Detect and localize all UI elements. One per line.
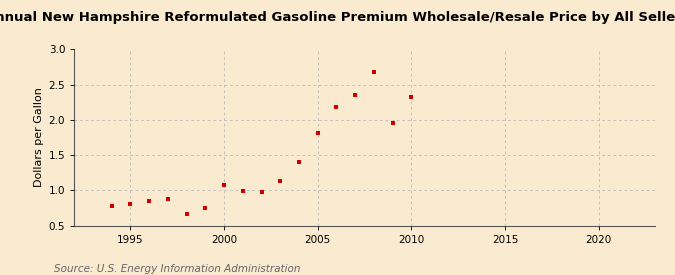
Point <box>106 204 117 209</box>
Point <box>406 95 416 100</box>
Point <box>256 190 267 195</box>
Point <box>275 179 286 183</box>
Point <box>200 206 211 210</box>
Point <box>350 93 360 97</box>
Point <box>219 183 230 187</box>
Point <box>294 160 304 164</box>
Y-axis label: Dollars per Gallon: Dollars per Gallon <box>34 87 45 188</box>
Point <box>163 197 173 202</box>
Point <box>369 70 379 74</box>
Point <box>238 189 248 193</box>
Point <box>181 212 192 216</box>
Point <box>331 104 342 109</box>
Point <box>125 202 136 206</box>
Point <box>144 199 155 203</box>
Point <box>387 120 398 125</box>
Text: Annual New Hampshire Reformulated Gasoline Premium Wholesale/Resale Price by All: Annual New Hampshire Reformulated Gasoli… <box>0 11 675 24</box>
Point <box>313 130 323 135</box>
Text: Source: U.S. Energy Information Administration: Source: U.S. Energy Information Administ… <box>54 264 300 274</box>
